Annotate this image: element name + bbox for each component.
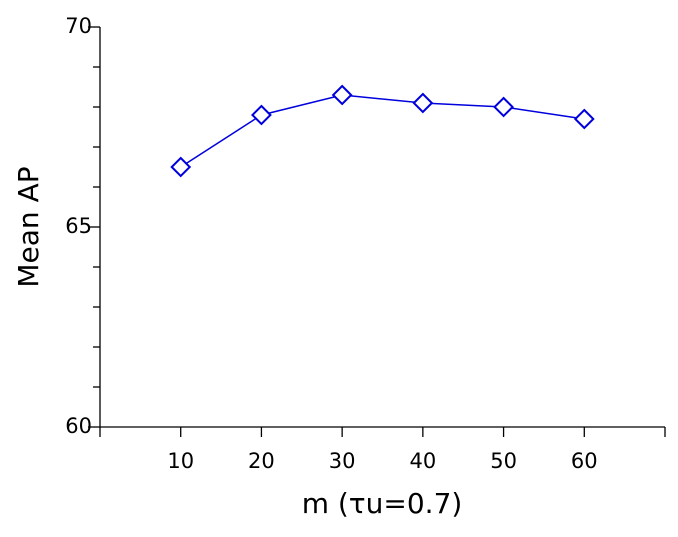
data-point (170, 156, 192, 178)
x-tick-label: 20 (248, 449, 275, 473)
data-point (573, 108, 595, 130)
data-point (493, 96, 514, 118)
x-tick-label: 10 (167, 449, 194, 473)
x-tick-label: 50 (490, 449, 517, 473)
series-line (180, 94, 585, 168)
data-point (251, 104, 272, 126)
data-point (331, 84, 353, 106)
x-tick-label: 60 (571, 449, 598, 473)
x-tick-label: 30 (329, 449, 356, 473)
x-axis-label: m (τu=0.7) (302, 487, 463, 520)
y-tick-label: 70 (65, 14, 92, 38)
y-axis-label: Mean AP (12, 166, 45, 287)
y-tick-label: 60 (65, 414, 92, 438)
y-tick-label: 65 (65, 214, 92, 238)
data-point (412, 92, 434, 114)
x-tick-label: 40 (409, 449, 436, 473)
